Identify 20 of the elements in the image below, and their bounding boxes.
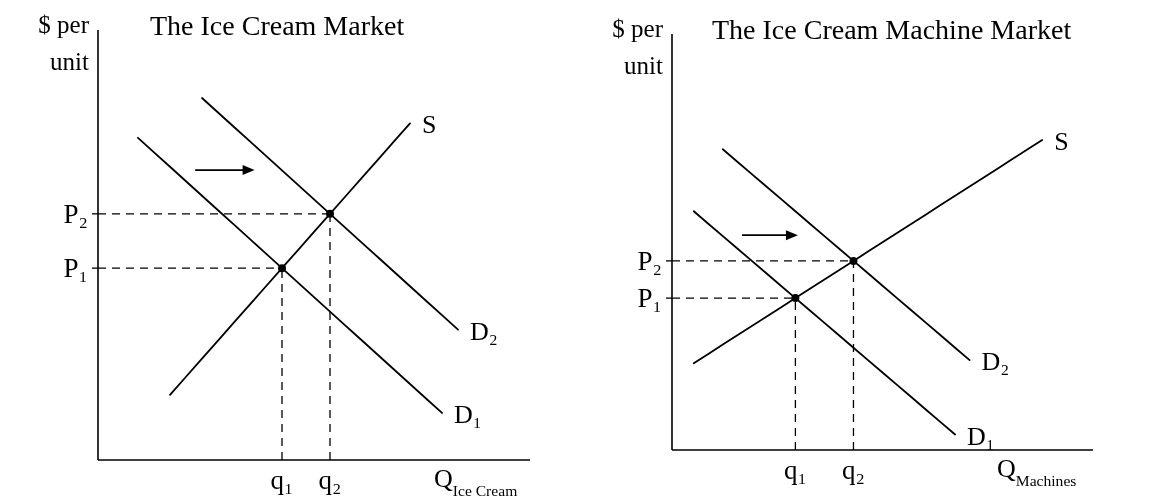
ref-line-label: P₁ xyxy=(637,283,662,314)
series-label: D₂ xyxy=(470,316,498,346)
series-label: S xyxy=(422,110,437,140)
ref-line-label: P₁ xyxy=(63,253,88,284)
x-tick-label: q₂ xyxy=(842,455,865,485)
ref-line-label: P₂ xyxy=(637,245,662,276)
x-tick-label: q₂ xyxy=(318,465,342,495)
chart-title: The Ice Cream Machine Market xyxy=(712,14,1072,45)
y-axis-title: $ per unit xyxy=(612,15,664,79)
y-axis-title: $ per unit xyxy=(38,11,90,75)
x-tick-label: q₁ xyxy=(270,465,294,495)
x-tick-label: q₁ xyxy=(783,455,807,485)
x-axis-title: Q$_{Machines}$ xyxy=(997,454,1077,489)
series-label: S xyxy=(1054,127,1069,156)
x-axis-title: Q$_{Ice Cream}$ xyxy=(434,464,518,499)
series-label: D₁ xyxy=(454,399,482,429)
chart-title: The Ice Cream Market xyxy=(150,10,405,41)
ref-line-label: P₂ xyxy=(63,198,88,229)
series-label: D₂ xyxy=(981,347,1010,377)
series-label: D₁ xyxy=(967,421,995,451)
